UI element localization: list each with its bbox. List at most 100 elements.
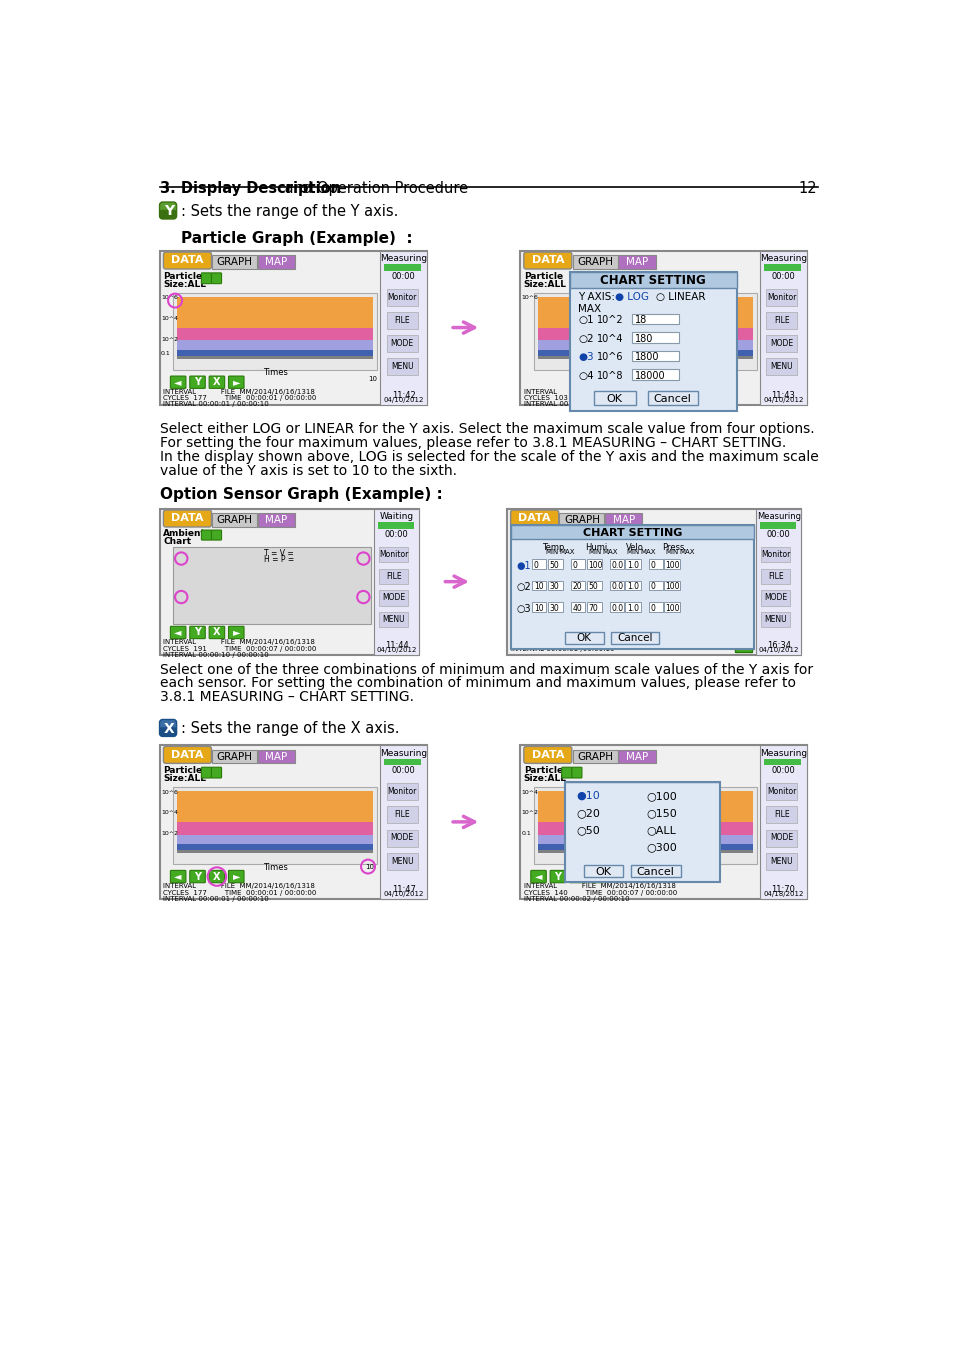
Text: value of the Y axis is set to 10 to the sixth.: value of the Y axis is set to 10 to the …	[159, 464, 456, 478]
Bar	[537, 791, 753, 822]
Text: DATA: DATA	[171, 513, 204, 522]
Bar	[632, 332, 679, 343]
Text: 1.0: 1.0	[626, 603, 639, 613]
Bar	[632, 313, 679, 324]
Bar	[564, 782, 720, 882]
Bar	[609, 559, 623, 568]
Text: Select one of the three combinations of minimum and maximum scale values of the : Select one of the three combinations of …	[159, 663, 812, 676]
FancyBboxPatch shape	[190, 871, 205, 883]
Text: 11:70: 11:70	[771, 886, 795, 894]
Text: : Sets the range of the Y axis.: : Sets the range of the Y axis.	[181, 204, 398, 219]
Bar	[586, 580, 601, 590]
Bar	[609, 602, 623, 612]
Text: MIN: MIN	[587, 549, 600, 555]
FancyBboxPatch shape	[510, 510, 558, 526]
Text: Monitor: Monitor	[387, 293, 416, 302]
Bar	[177, 850, 373, 853]
Bar	[537, 340, 753, 350]
FancyBboxPatch shape	[550, 871, 565, 883]
Text: Cancel: Cancel	[636, 867, 674, 876]
Bar	[571, 559, 584, 568]
Text: INTERVAL 00:00:02 / 00:00:10: INTERVAL 00:00:02 / 00:00:10	[523, 896, 629, 902]
Text: FILE: FILE	[394, 316, 410, 325]
Bar	[537, 845, 753, 850]
Bar	[378, 547, 408, 563]
Text: 10: 10	[368, 377, 376, 382]
Bar	[386, 289, 417, 306]
Text: 1800: 1800	[634, 352, 659, 362]
Text: 1.0: 1.0	[626, 582, 639, 591]
Bar	[760, 590, 790, 606]
Text: 11:44: 11:44	[384, 641, 408, 649]
Text: 40: 40	[572, 603, 581, 613]
Bar	[609, 580, 623, 590]
Text: 0: 0	[572, 560, 577, 570]
Bar	[510, 525, 753, 539]
Text: Particle: Particle	[163, 273, 202, 281]
Text: 11:43: 11:43	[771, 390, 795, 400]
Bar	[765, 830, 797, 846]
Bar	[763, 265, 801, 270]
Text: GRAPH: GRAPH	[216, 516, 253, 525]
Text: 16:34: 16:34	[766, 641, 790, 649]
Bar	[519, 745, 806, 899]
Bar	[604, 513, 641, 526]
Text: 0: 0	[649, 582, 655, 591]
Text: CHART SETTING: CHART SETTING	[582, 528, 681, 537]
Text: 10: 10	[534, 603, 543, 613]
Text: ○ LINEAR: ○ LINEAR	[655, 292, 704, 302]
Bar	[532, 559, 546, 568]
Text: 0.0: 0.0	[611, 582, 623, 591]
Text: Measuring: Measuring	[760, 749, 806, 757]
Bar	[378, 590, 408, 606]
Text: CYCLES  140        TIME  00:00:07 / 00:00:00: CYCLES 140 TIME 00:00:07 / 00:00:00	[523, 890, 677, 895]
Text: Select either LOG or LINEAR for the Y axis. Select the maximum scale value from : Select either LOG or LINEAR for the Y ax…	[159, 423, 813, 436]
FancyBboxPatch shape	[561, 767, 571, 778]
FancyBboxPatch shape	[571, 767, 581, 778]
Bar	[534, 787, 757, 864]
Bar	[572, 749, 617, 763]
Text: 10^8: 10^8	[597, 371, 623, 381]
Text: ○100: ○100	[645, 791, 677, 801]
Bar	[647, 392, 698, 405]
Text: 10^6: 10^6	[521, 296, 537, 300]
Text: X: X	[213, 377, 220, 387]
Text: 0: 0	[174, 377, 179, 382]
Text: DATA: DATA	[531, 255, 563, 265]
Text: MENU: MENU	[763, 614, 786, 624]
Text: Y: Y	[193, 872, 201, 882]
Text: DATA: DATA	[171, 749, 204, 760]
Bar	[571, 602, 584, 612]
Text: In the display shown above, LOG is selected for the scale of the Y axis and the : In the display shown above, LOG is selec…	[159, 450, 818, 464]
Text: ● LOG: ● LOG	[615, 292, 649, 302]
FancyBboxPatch shape	[523, 747, 571, 763]
Text: ◄: ◄	[174, 628, 182, 637]
Text: INTERVAL           FILE  MM/2014/16/16/1318: INTERVAL FILE MM/2014/16/16/1318	[163, 640, 315, 645]
FancyBboxPatch shape	[171, 871, 186, 883]
Text: DATA: DATA	[517, 513, 550, 522]
Text: Size:ALL: Size:ALL	[523, 774, 566, 783]
Bar	[537, 297, 753, 328]
Text: OK: OK	[606, 394, 621, 404]
Bar	[378, 568, 408, 585]
Bar	[760, 568, 790, 585]
Bar	[624, 580, 640, 590]
Text: MODE: MODE	[763, 593, 786, 602]
Bar	[177, 822, 373, 834]
Text: Times: Times	[262, 863, 287, 872]
Text: Monitor: Monitor	[766, 293, 796, 302]
Text: 10^4: 10^4	[597, 333, 623, 344]
FancyBboxPatch shape	[569, 871, 584, 883]
Bar	[624, 559, 640, 568]
Text: MIN: MIN	[665, 549, 679, 555]
Text: 18000: 18000	[634, 371, 664, 381]
Text: GRAPH: GRAPH	[577, 752, 613, 761]
FancyBboxPatch shape	[229, 871, 244, 883]
Text: ○4: ○4	[578, 371, 593, 381]
Text: ○2: ○2	[517, 582, 531, 593]
FancyBboxPatch shape	[163, 510, 212, 526]
Text: Size:ALL: Size:ALL	[163, 774, 206, 783]
Bar	[756, 509, 801, 655]
Bar	[760, 745, 806, 899]
Bar	[173, 787, 377, 864]
